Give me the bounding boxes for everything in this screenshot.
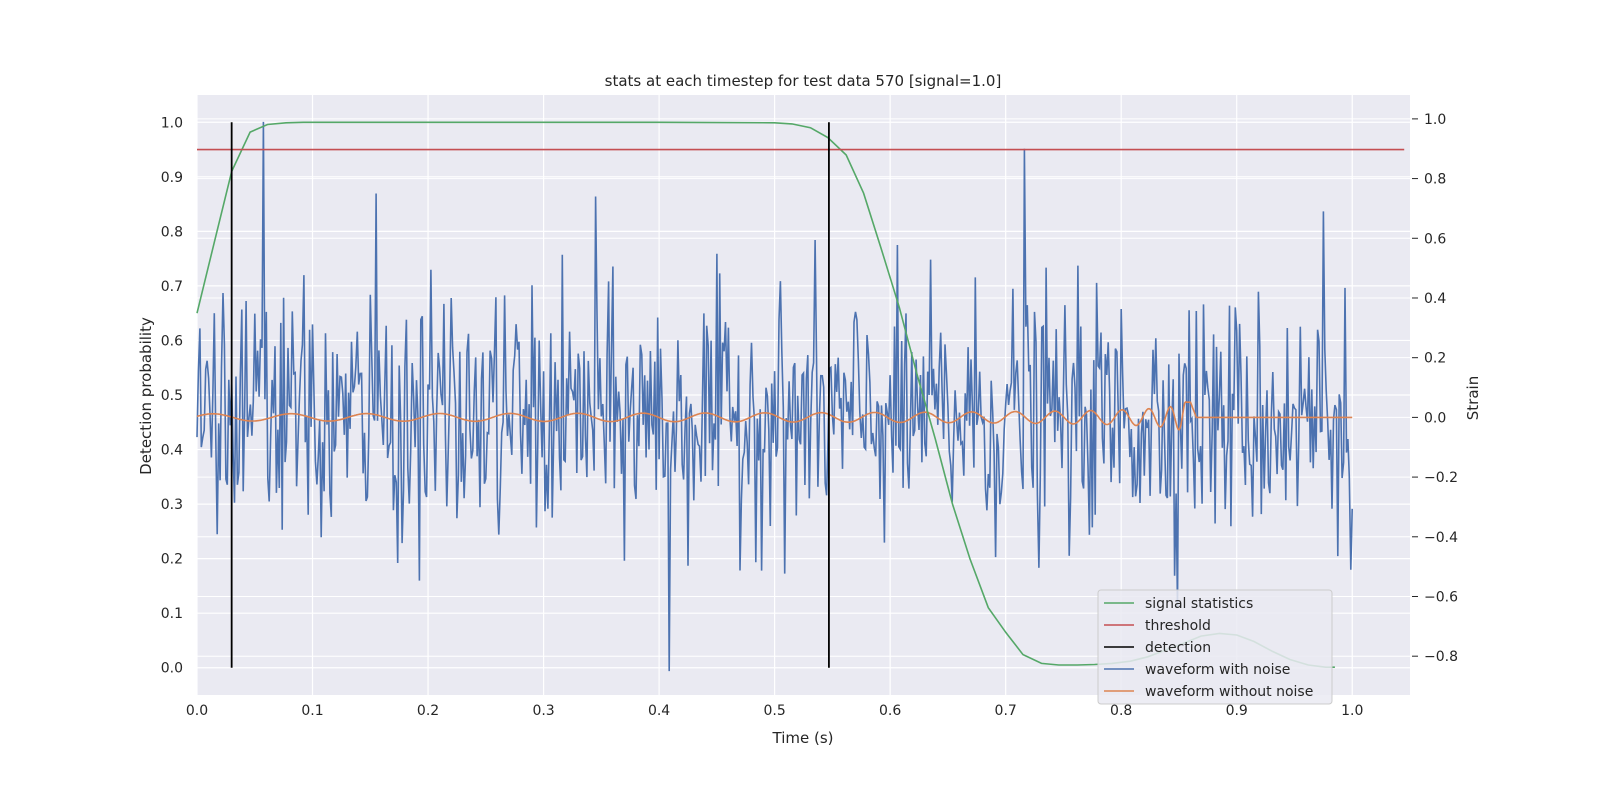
y-right-tick-label: 0.0 <box>1424 410 1446 426</box>
y-left-tick-label: 0.6 <box>161 333 183 349</box>
legend-label-signal-statistics: signal statistics <box>1145 596 1253 612</box>
y-left-tick-label: 0.5 <box>161 388 183 404</box>
x-tick-label: 1.0 <box>1341 703 1363 719</box>
x-tick-label: 0.7 <box>995 703 1017 719</box>
y-right-tick-label: 0.2 <box>1424 351 1446 367</box>
y-left-tick-label: 0.7 <box>161 279 183 295</box>
y-left-tick-label: 0.9 <box>161 170 183 186</box>
legend-box <box>1097 589 1333 705</box>
x-tick-label: 0.3 <box>532 703 554 719</box>
y-right-tick-label: −0.6 <box>1424 589 1458 605</box>
x-tick-label: 0.9 <box>1226 703 1248 719</box>
waveform-with-noise-line <box>196 121 1353 672</box>
x-tick-label: 0.5 <box>763 703 785 719</box>
x-tick-label: 0.1 <box>301 703 323 719</box>
y-right-tick-label: 0.4 <box>1424 291 1446 307</box>
legend-label-detection: detection <box>1145 640 1211 656</box>
x-tick-label: 0.8 <box>1110 703 1132 719</box>
waveform-without-noise-line <box>196 400 1353 431</box>
axes-layer: 0.0 0.1 0.2 0.3 0.4 0.5 0.6 0.7 0.8 0.9 1.0 0.0 0.1 0… <box>161 112 1458 719</box>
x-tick-label: 0.6 <box>879 703 901 719</box>
y-axis-right-title: Strain <box>1464 376 1482 420</box>
y-right-tick-label: 0.8 <box>1424 172 1446 188</box>
y-right-tick-label: −0.8 <box>1424 649 1458 665</box>
legend-label-waveform-without-noise: waveform without noise <box>1145 684 1313 700</box>
y-left-tick-label: 0.4 <box>161 443 183 459</box>
y-left-tick-label: 0.8 <box>161 224 183 240</box>
y-right-tick-label: 1.0 <box>1424 112 1446 128</box>
x-tick-label: 0.0 <box>186 703 208 719</box>
x-axis-title: Time (s) <box>772 729 834 747</box>
legend-label-waveform-with-noise: waveform with noise <box>1145 662 1290 678</box>
y-right-tick-label: 0.6 <box>1424 231 1446 247</box>
y-right-tick-label: −0.2 <box>1424 470 1458 486</box>
legend: signal statistics threshold detection wa… <box>1097 589 1333 705</box>
y-right-tick-label: −0.4 <box>1424 530 1458 546</box>
y-left-tick-label: 0.0 <box>161 661 183 677</box>
y-left-tick-label: 0.3 <box>161 497 183 513</box>
x-tick-label: 0.4 <box>648 703 670 719</box>
y-left-tick-label: 1.0 <box>161 115 183 131</box>
grid <box>196 95 1410 695</box>
y-axis-left-title: Detection probability <box>137 317 155 475</box>
legend-label-threshold: threshold <box>1145 618 1211 634</box>
x-tick-label: 0.2 <box>417 703 439 719</box>
y-left-tick-label: 0.1 <box>161 606 183 622</box>
y-left-tick-label: 0.2 <box>161 552 183 568</box>
chart-title: stats at each timestep for test data 570… <box>605 72 1002 90</box>
